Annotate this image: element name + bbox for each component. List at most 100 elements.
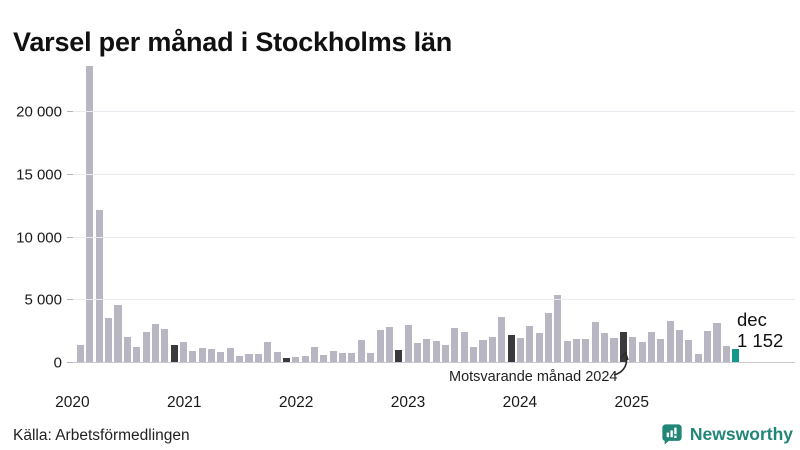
bar-2023-12: [507, 335, 515, 363]
bar-2020-08: [133, 346, 141, 363]
bar-2023-01: [404, 325, 412, 363]
y-tick-label: 20 000: [16, 103, 62, 121]
bar-2024-09: [591, 322, 599, 363]
bar-2023-07: [460, 331, 468, 363]
bar-2025-04: [657, 339, 665, 363]
gridline: [73, 236, 795, 238]
current-bar-value: 1 152: [737, 330, 784, 351]
bar-2022-06: [339, 353, 347, 363]
bar-2020-11: [161, 329, 169, 363]
gridline: [73, 299, 795, 301]
bar-2024-03: [535, 333, 543, 363]
bar-2020-05: [105, 317, 113, 363]
bar-2020-09: [142, 332, 150, 363]
gridline: [73, 111, 795, 113]
newsworthy-bubble-icon: [662, 424, 682, 445]
bar-2023-03: [423, 339, 431, 363]
bar-2025-09: [704, 331, 712, 363]
bar-2021-07: [236, 355, 244, 363]
bar-2021-09: [254, 354, 262, 363]
current-bar-month: dec: [737, 309, 767, 330]
annotation-arrow-icon: [613, 350, 629, 376]
bar-2022-01: [292, 356, 300, 363]
x-axis-labels: 2020 2021 2022 2023 2024 2025: [55, 394, 739, 414]
plot-area: [67, 60, 795, 363]
bar-2021-05: [217, 351, 225, 363]
bar-2024-11: [610, 338, 618, 363]
bar-2022-07: [348, 352, 356, 363]
bar-2024-07: [573, 338, 581, 363]
bar-series: [77, 60, 740, 363]
x-tick-label-2021: 2021: [166, 394, 202, 411]
x-tick-label-2023: 2023: [390, 394, 426, 411]
bar-2024-02: [526, 326, 534, 363]
bar-2022-10: [376, 330, 384, 363]
current-bar-label: dec 1 152: [737, 309, 783, 351]
bar-2020-06: [114, 304, 122, 363]
bar-2020-12: [170, 344, 178, 363]
bar-2024-05: [554, 295, 562, 363]
bar-2022-12: [395, 350, 403, 363]
y-tick: [67, 111, 73, 113]
annotation-matching-month: Motsvarande månad 2024: [449, 369, 618, 385]
bar-2024-10: [601, 333, 609, 363]
y-tick: [67, 299, 73, 301]
y-tick-label: 0: [53, 354, 62, 372]
bar-2024-06: [563, 340, 571, 363]
bar-2020-02: [77, 344, 85, 363]
bar-2025-07: [685, 340, 693, 363]
gridline: [73, 173, 795, 175]
bar-2024-01: [516, 337, 524, 363]
x-tick-label-2024: 2024: [502, 394, 538, 411]
source-note: Källa: Arbetsförmedlingen: [13, 427, 190, 444]
bar-2024-08: [582, 338, 590, 363]
gridline: [73, 362, 795, 363]
bar-2021-12: [282, 357, 290, 363]
bar-2023-04: [432, 341, 440, 363]
bar-2024-04: [544, 313, 553, 363]
bar-2023-08: [470, 346, 478, 363]
y-tick-label: 5 000: [24, 291, 62, 309]
bar-2025-02: [638, 342, 646, 363]
bar-2023-05: [442, 345, 450, 363]
bar-2025-01: [629, 337, 637, 363]
bar-2022-03: [310, 347, 319, 363]
bar-2021-03: [198, 347, 206, 363]
bar-2021-01: [179, 341, 188, 363]
bar-2024-12: [619, 332, 627, 363]
bar-2021-08: [245, 354, 253, 363]
bar-2021-02: [189, 351, 197, 363]
bar-2023-10: [488, 336, 496, 363]
y-tick: [67, 236, 73, 238]
bar-2021-04: [208, 348, 216, 363]
bar-2022-11: [385, 326, 393, 363]
newsworthy-logo[interactable]: Newsworthy: [661, 423, 793, 445]
bar-2021-10: [264, 342, 272, 363]
bar-2022-04: [320, 354, 328, 363]
x-tick-label-2025: 2025: [614, 394, 650, 411]
bar-2025-12: [732, 348, 740, 363]
bar-2025-05: [666, 321, 674, 363]
bar-2023-09: [479, 340, 487, 363]
bar-2020-03: [86, 65, 94, 363]
y-tick-label: 15 000: [16, 166, 62, 184]
bar-2025-08: [694, 354, 702, 363]
bar-2022-02: [301, 355, 309, 363]
y-tick: [67, 173, 73, 175]
x-tick-label-2022: 2022: [278, 394, 314, 411]
bar-2022-08: [357, 340, 365, 363]
bar-2020-04: [95, 209, 103, 363]
bar-2021-11: [273, 352, 281, 363]
bar-2022-09: [367, 352, 375, 363]
page-title: Varsel per månad i Stockholms län: [13, 27, 453, 58]
bar-2020-10: [151, 324, 159, 363]
y-axis-labels: 0 5 000 10 000 15 000 20 000: [0, 60, 62, 372]
bar-2025-03: [647, 332, 655, 363]
y-tick-label: 10 000: [16, 229, 62, 247]
newsworthy-wordmark: Newsworthy: [689, 423, 793, 444]
bar-2025-11: [722, 346, 730, 363]
bar-2023-06: [451, 327, 459, 363]
bar-2023-02: [413, 343, 421, 363]
bar-2021-06: [226, 347, 234, 363]
bar-2023-11: [498, 317, 506, 363]
